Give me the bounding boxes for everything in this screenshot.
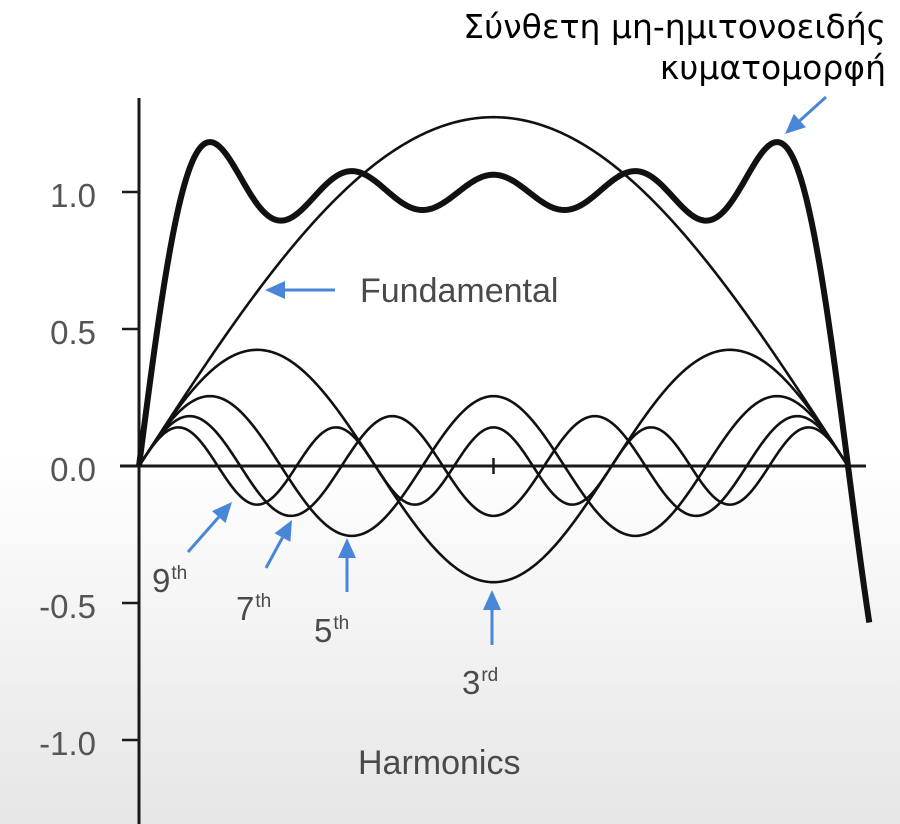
fundamental-arrow	[265, 281, 285, 299]
chart-title-line-2: κυματομορφή	[659, 48, 886, 87]
chart-title-line-1: Σύνθετη μη-ημιτονοειδής	[463, 7, 886, 46]
harmonic-3-curve	[137, 348, 850, 584]
fundamental-label: Fundamental	[360, 272, 559, 310]
ninth-harmonic-arrow	[212, 502, 232, 523]
third-harmonic-label: 3rd	[462, 664, 499, 701]
chart-title: Σύνθετη μη-ημιτονοειδής κυματομορφή	[326, 6, 886, 88]
composite-waveform	[136, 139, 873, 623]
composite-arrow-shaft	[798, 95, 828, 122]
composite-arrow	[785, 113, 806, 134]
harmonic-5-curve	[137, 394, 850, 538]
seventh-harmonic-arrow	[274, 520, 292, 542]
harmonic-9-curve	[137, 426, 850, 506]
ninth-harmonic-arrow-shaft	[186, 516, 220, 553]
y-tick-label: 1.0	[50, 177, 96, 214]
y-tick-label: 0.5	[50, 314, 96, 351]
seventh-harmonic-arrow-shaft	[264, 536, 284, 569]
harmonic-7-curve	[137, 414, 850, 518]
seventh-harmonic-label: 7th	[236, 590, 272, 627]
fifth-harmonic-arrow	[338, 538, 356, 558]
y-tick-label: 0.0	[50, 451, 96, 488]
y-tick-label: -1.0	[39, 725, 96, 762]
harmonics-label: Harmonics	[358, 744, 521, 782]
fundamental-curve	[137, 115, 850, 467]
ninth-harmonic-label: 9th	[152, 562, 188, 599]
fifth-harmonic-label: 5th	[314, 612, 350, 649]
third-harmonic-arrow	[483, 590, 501, 610]
y-tick-label: -0.5	[39, 588, 96, 625]
